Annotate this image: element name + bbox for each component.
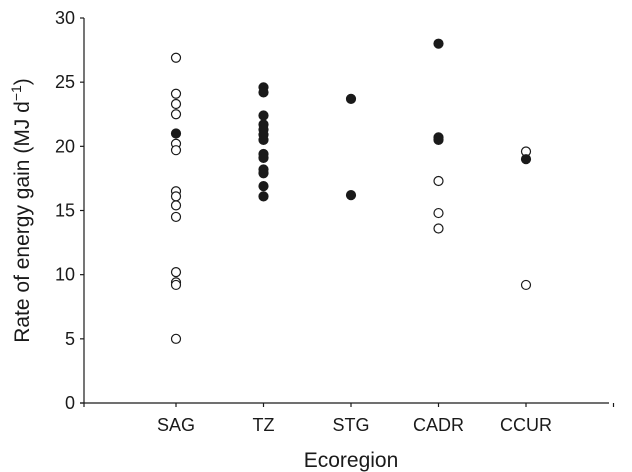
data-point-filled xyxy=(258,168,269,179)
data-point-filled xyxy=(258,191,269,202)
data-point-open xyxy=(170,109,182,120)
axis-labels: Ecoregion Rate of energy gain (MJ d−1) xyxy=(8,78,398,472)
data-point-filled xyxy=(345,93,357,104)
data-point-open xyxy=(170,267,182,278)
data-point-open xyxy=(170,191,182,202)
data-point-filled xyxy=(433,134,444,146)
data-point-open xyxy=(170,200,182,211)
x-tick-label: SAG xyxy=(157,415,195,435)
y-tick-label: 0 xyxy=(65,393,75,413)
y-tick-label: 20 xyxy=(55,136,75,156)
axes: 0 5 10 15 20 25 30 SAG TZ STG CADR CCUR xyxy=(55,8,615,435)
x-tick-label: CCUR xyxy=(500,415,552,435)
data-point-open xyxy=(170,333,182,344)
x-tick-label: STG xyxy=(332,415,369,435)
data-point-open xyxy=(170,145,182,156)
y-axis-title-close: ) xyxy=(11,78,34,85)
data-point-open xyxy=(170,98,182,110)
data-point-filled xyxy=(170,128,182,139)
y-axis-title: Rate of energy gain (MJ d−1) xyxy=(8,78,34,343)
data-point-open xyxy=(520,279,532,291)
data-point-filled xyxy=(345,190,357,201)
data-point-open xyxy=(433,175,444,187)
data-point-open xyxy=(170,88,182,99)
data-point-filled xyxy=(258,181,269,192)
data-point-filled xyxy=(520,154,532,165)
data-point-open xyxy=(170,279,182,291)
y-tick-label: 25 xyxy=(55,72,75,92)
data-point-filled xyxy=(258,110,269,121)
data-points xyxy=(170,38,532,344)
y-tick-label: 30 xyxy=(55,8,75,28)
data-point-open xyxy=(170,211,182,223)
data-point-open xyxy=(433,223,444,234)
x-axis-title: Ecoregion xyxy=(304,449,399,472)
y-tick-label: 15 xyxy=(55,201,75,221)
data-point-open xyxy=(433,207,444,219)
data-point-filled xyxy=(258,134,269,146)
y-axis-title-main: Rate of energy gain (MJ d xyxy=(11,101,34,343)
y-tick-label: 5 xyxy=(65,329,75,349)
data-point-open xyxy=(170,52,182,63)
data-point-filled xyxy=(433,38,444,49)
x-tick-label: CADR xyxy=(413,415,464,435)
y-tick-label: 10 xyxy=(55,265,75,285)
data-point-filled xyxy=(258,152,269,163)
x-tick-label: TZ xyxy=(253,415,275,435)
data-point-filled xyxy=(258,87,269,98)
y-axis-title-superscript: −1 xyxy=(8,85,24,101)
